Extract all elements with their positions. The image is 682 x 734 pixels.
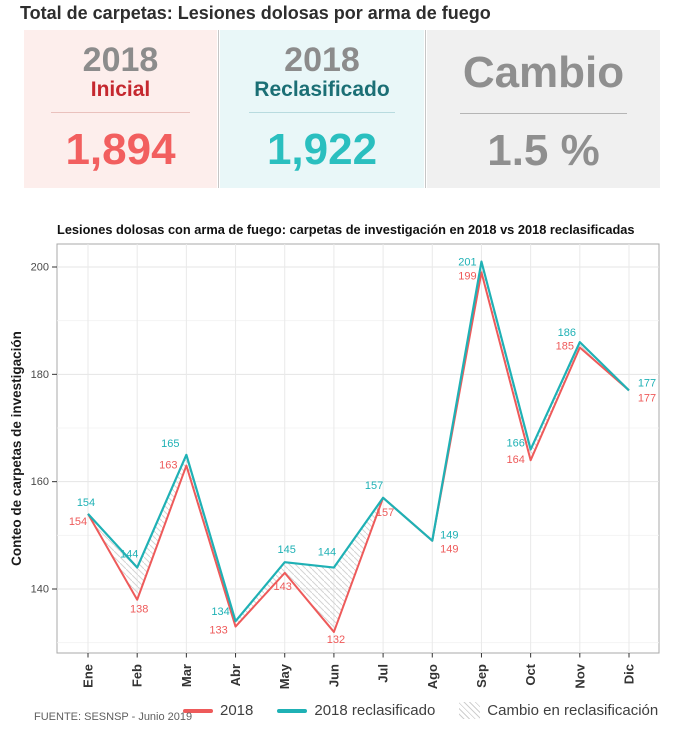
legend-swatch-reclasificado [277, 708, 308, 713]
point-label-reclasificado: 144 [318, 547, 336, 559]
line-chart: 154 154 144 138 165 163 134 133 145 143 144 132 157 1… [0, 215, 682, 734]
point-label-reclasificado: 157 [365, 480, 383, 492]
card-2018-reclasificado: 2018 Reclasificado 1,922 [220, 30, 424, 188]
svg-text:May: May [277, 663, 292, 689]
summary-cards: 2018 Inicial 1,894 2018 Reclasificado 1,… [24, 30, 665, 188]
legend-swatch-hatch-icon [459, 702, 481, 719]
svg-text:Feb: Feb [130, 664, 145, 687]
page-title: Total de carpetas: Lesiones dolosas por … [20, 3, 491, 23]
point-label-reclasificado: 177 [638, 377, 656, 389]
point-label-2018: 143 [274, 581, 292, 593]
y-axis: 140 160 180 200 [31, 262, 57, 596]
point-label-2018: 185 [556, 341, 574, 353]
card-year: 2018 [284, 41, 360, 79]
point-label-2018: 132 [327, 634, 345, 646]
y-axis-title: Conteo de carpetas de investigación [9, 331, 24, 566]
svg-text:180: 180 [31, 369, 49, 381]
chart-legend: 2018 2018 reclasificado Cambio en reclas… [183, 702, 658, 719]
point-label-reclasificado: 144 [120, 549, 138, 561]
card-value: 1,894 [65, 124, 176, 174]
source-note: FUENTE: SESNSP - Junio 2019 [34, 711, 193, 723]
svg-text:Ago: Ago [425, 664, 440, 689]
reclassification-change-ribbon [88, 261, 629, 632]
svg-text:Dic: Dic [621, 664, 636, 684]
legend-label: Cambio en reclasificación [487, 702, 659, 719]
card-divider [248, 111, 396, 113]
svg-text:Nov: Nov [572, 663, 587, 688]
svg-text:Mar: Mar [179, 664, 194, 687]
legend-item-2018: 2018 [183, 702, 253, 719]
card-2018-inicial: 2018 Inicial 1,894 [24, 30, 217, 188]
series-line-2018-reclasificado [87, 260, 630, 623]
point-label-reclasificado: 201 [458, 257, 476, 269]
card-year: 2018 [82, 41, 159, 79]
point-label-2018: 157 [376, 507, 394, 519]
series-line-2018 [87, 271, 630, 633]
card-label: Cambio [462, 48, 625, 97]
svg-text:Jun: Jun [326, 664, 341, 687]
svg-text:Sep: Sep [474, 664, 489, 688]
chart-title: Lesiones dolosas con arma de fuego: carp… [57, 222, 635, 237]
point-label-reclasificado: 145 [278, 544, 296, 556]
svg-text:140: 140 [31, 584, 49, 596]
legend-swatch-2018 [183, 708, 213, 713]
point-label-reclasificado: 149 [440, 530, 458, 542]
point-label-2018: 164 [506, 454, 524, 466]
svg-text:Jul: Jul [376, 664, 391, 683]
card-divider [459, 113, 628, 115]
legend-label: 2018 reclasificado [314, 702, 436, 719]
legend-label: 2018 [220, 702, 254, 719]
svg-text:200: 200 [31, 262, 49, 274]
point-label-2018: 154 [69, 516, 87, 528]
y-gridlines-major [57, 266, 659, 590]
point-label-reclasificado: 154 [77, 497, 95, 509]
point-label-reclasificado: 166 [506, 437, 524, 449]
point-label-2018: 163 [159, 460, 177, 472]
svg-text:160: 160 [31, 476, 49, 488]
point-label-2018: 177 [638, 392, 656, 404]
card-divider [51, 111, 190, 113]
legend-item-2018-reclasificado: 2018 reclasificado [277, 702, 435, 719]
point-label-2018: 199 [458, 270, 476, 282]
point-labels: 154 154 144 138 165 163 134 133 145 143 144 132 157 1… [69, 257, 656, 646]
x-axis: Ene Feb Mar Abr May Jun Jul Ago Sep Oct Nov Dic [81, 653, 636, 689]
point-label-2018: 149 [440, 544, 458, 556]
legend-item-cambio: Cambio en reclasificación [459, 702, 658, 719]
card-label: Inicial [90, 77, 151, 101]
point-label-2018: 138 [130, 604, 148, 616]
point-label-2018: 133 [209, 625, 227, 637]
card-value: 1.5 % [487, 126, 600, 176]
svg-text:Ene: Ene [81, 664, 96, 688]
card-separator [425, 30, 426, 188]
card-cambio: Cambio 1.5 % [427, 30, 660, 188]
point-label-reclasificado: 186 [558, 327, 576, 339]
svg-text:Oct: Oct [523, 663, 538, 685]
line-chart-svg: 154 154 144 138 165 163 134 133 145 143 144 132 157 1… [9, 222, 660, 689]
plot-panel [56, 243, 660, 654]
point-label-reclasificado: 134 [211, 606, 229, 618]
point-label-reclasificado: 165 [161, 438, 179, 450]
svg-text:Abr: Abr [228, 664, 243, 686]
card-separator [218, 30, 219, 188]
card-label: Reclasificado [254, 77, 390, 101]
card-value: 1,922 [266, 124, 378, 174]
